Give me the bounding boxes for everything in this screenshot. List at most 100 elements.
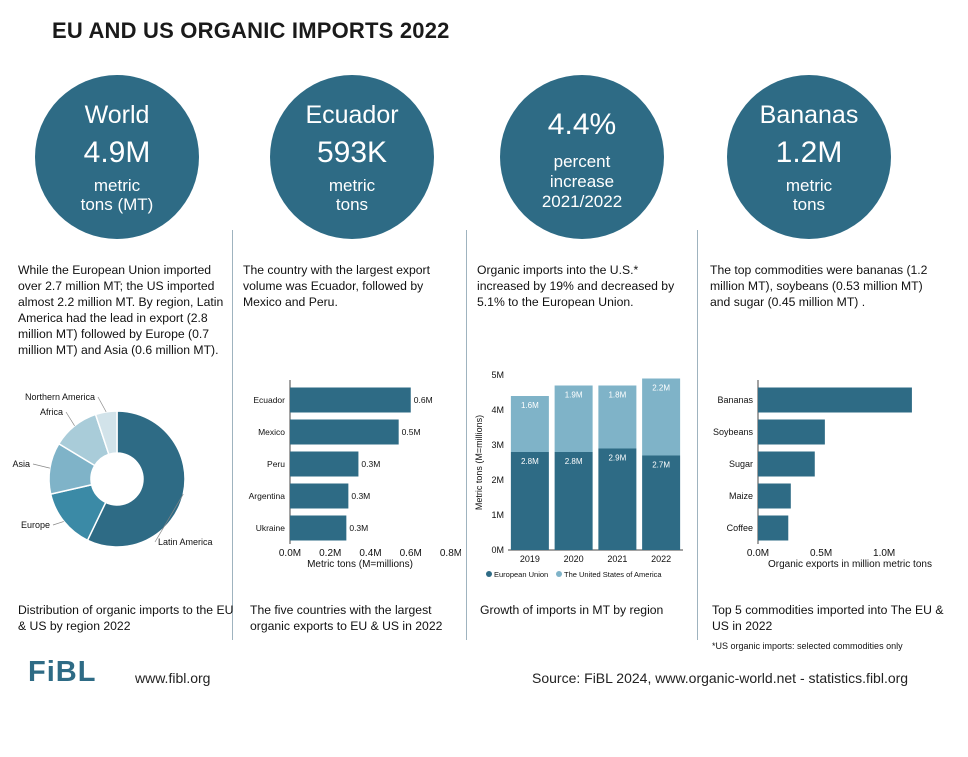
pie-leader-line — [65, 411, 75, 427]
pie-leader-line — [154, 493, 184, 543]
y-axis-label: Metric tons (M=millions) — [474, 415, 484, 510]
x-axis-label: Organic exports in million metric tons — [768, 559, 932, 570]
category-label: Peru — [267, 459, 285, 469]
commodities-bar-chart: Bananas Soybeans Sugar Maize Coffee 0.0M 0.5M 1… — [713, 380, 932, 570]
category-label: Soybeans — [713, 427, 754, 437]
countries-bar-chart: Ecuador 0.6M Mexico 0.5M Peru 0.3M Argentina 0.… — [249, 380, 461, 570]
description-commodities: The top commodities were bananas (1.2 mi… — [710, 263, 928, 309]
pie-slice — [94, 410, 118, 456]
data-label: 1.6M — [521, 401, 539, 410]
page-title: EU AND US ORGANIC IMPORTS 2022 — [52, 18, 450, 43]
circle-unit: increase — [549, 172, 615, 191]
x-tick-label: 0.4M — [359, 548, 381, 559]
circle-unit: percent — [553, 152, 611, 171]
stacked-bar-segment — [510, 396, 549, 452]
y-tick-label: 4M — [491, 405, 504, 415]
data-label: 1.9M — [565, 391, 583, 400]
circle-unit: metric — [785, 176, 833, 195]
bar — [758, 451, 815, 477]
category-label: Bananas — [717, 395, 753, 405]
x-tick-label: 0.5M — [810, 548, 832, 559]
legend-label: European Union — [494, 570, 548, 579]
ecuador-circle: Ecuador 593K metric tons — [270, 75, 434, 239]
bar — [290, 419, 399, 445]
bar — [290, 483, 349, 509]
circle-value: 593K — [316, 136, 388, 169]
pie-label: Latin America — [158, 537, 213, 547]
category-label: Sugar — [729, 459, 753, 469]
stacked-bar-segment — [554, 452, 593, 550]
stacked-bar-segment — [510, 452, 549, 550]
y-tick-label: 0M — [491, 545, 504, 555]
stacked-bar-segment — [642, 455, 681, 550]
x-tick-label: 0.2M — [319, 548, 341, 559]
y-tick-label: 5M — [491, 370, 504, 380]
pie-leader-line — [32, 463, 50, 469]
pie-leader-line — [52, 521, 64, 526]
x-tick-label: 0.6M — [400, 548, 422, 559]
y-tick-label: 2M — [491, 475, 504, 485]
website-link[interactable]: www.fibl.org — [135, 670, 211, 686]
legend-marker — [486, 571, 492, 577]
circle-unit: 2021/2022 — [541, 192, 623, 211]
category-label: Ecuador — [253, 395, 285, 405]
pie-leader-line — [97, 396, 107, 413]
pie-label: Europe — [21, 520, 50, 530]
bar — [758, 483, 791, 509]
column-divider — [232, 230, 233, 640]
region-donut-chart: Latin America Europe Asia Africa Northern Am… — [12, 392, 213, 548]
data-label: 2.8M — [521, 457, 539, 466]
bar — [758, 387, 912, 413]
x-tick-label: 2020 — [564, 554, 584, 564]
data-label: 2.2M — [652, 384, 670, 393]
x-tick-label: 2022 — [651, 554, 671, 564]
caption-countries: The five countries with the largest orga… — [250, 603, 443, 633]
caption-region: Distribution of organic imports to the E… — [18, 603, 234, 633]
stacked-bar-segment — [598, 385, 637, 449]
data-label: 2.7M — [652, 461, 670, 470]
x-tick-label: 1.0M — [873, 548, 895, 559]
x-tick-label: 0.0M — [279, 548, 301, 559]
circle-unit: tons (MT) — [80, 195, 154, 214]
description-countries: The country with the largest export volu… — [243, 263, 430, 309]
category-label: Argentina — [249, 491, 286, 501]
circle-unit: tons — [335, 195, 369, 214]
description-world: While the European Union imported over 2… — [18, 263, 224, 357]
column-divider — [466, 230, 467, 640]
circle-value: 1.2M — [775, 136, 843, 169]
growth-circle: 4.4% percent increase 2021/2022 — [500, 75, 664, 239]
circle-unit: metric — [93, 176, 141, 195]
data-label: 2.9M — [608, 454, 626, 463]
circle-value: 4.4% — [547, 108, 617, 141]
y-tick-label: 1M — [491, 510, 504, 520]
category-label: Coffee — [727, 523, 753, 533]
bananas-circle: Bananas 1.2M metric tons — [727, 75, 891, 239]
x-tick-label: 2021 — [607, 554, 627, 564]
bar — [290, 515, 347, 541]
circle-name: World — [84, 101, 150, 129]
column-divider — [697, 230, 698, 640]
circle-unit: tons — [792, 195, 826, 214]
legend-label: The United States of America — [564, 570, 662, 579]
x-tick-label: 0.8M — [440, 548, 461, 559]
circle-name: Bananas — [759, 101, 859, 129]
data-label: 0.3M — [351, 491, 370, 501]
circle-value: 4.9M — [83, 136, 151, 169]
growth-stacked-bar-chart: 0M 1M 2M 3M 4M 5M Metric tons (M=millions) 2.8M… — [474, 370, 683, 579]
bar — [758, 419, 825, 445]
stacked-bar-segment — [598, 448, 637, 550]
footnote: *US organic imports: selected commoditie… — [712, 641, 903, 651]
bar — [290, 387, 411, 413]
stacked-bar-segment — [642, 378, 681, 456]
legend-marker — [556, 571, 562, 577]
category-label: Maize — [729, 491, 753, 501]
bar — [758, 515, 789, 541]
circle-unit: metric — [328, 176, 376, 195]
fibl-logo: FiBL — [28, 656, 97, 688]
description-growth: Organic imports into the U.S.* increased… — [477, 263, 675, 309]
world-circle: World 4.9M metric tons (MT) — [35, 75, 199, 239]
x-axis-label: Metric tons (M=millions) — [307, 559, 413, 570]
data-label: 0.6M — [414, 395, 433, 405]
stacked-bar-segment — [554, 385, 593, 452]
caption-commodities: Top 5 commodities imported into The EU &… — [712, 603, 944, 633]
